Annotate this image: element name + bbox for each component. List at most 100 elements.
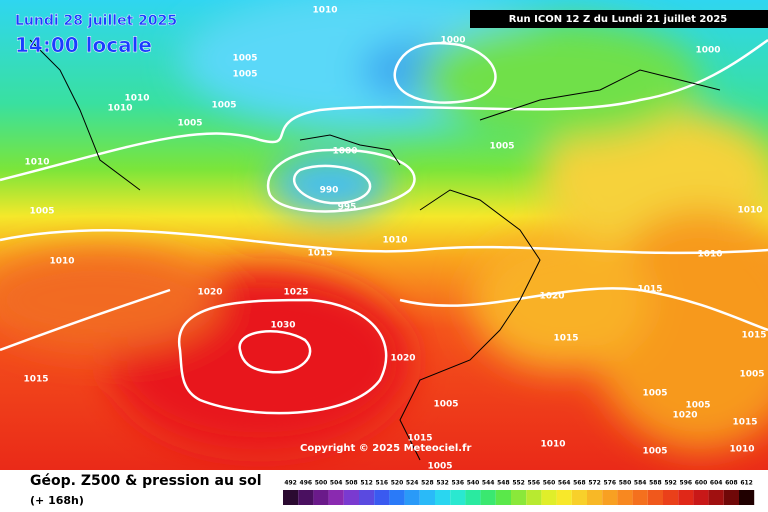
legend-swatch bbox=[495, 490, 511, 505]
legend-label: 560 bbox=[543, 480, 556, 487]
legend-label: 588 bbox=[649, 480, 662, 487]
isobar-label: 1015 bbox=[637, 285, 662, 295]
isobar-label: 1010 bbox=[107, 104, 132, 114]
isobar-label: 1020 bbox=[197, 288, 222, 298]
isobar-label: 1005 bbox=[232, 70, 257, 80]
isobar-label: 1010 bbox=[124, 94, 149, 104]
legend-label: 612 bbox=[740, 480, 753, 487]
copyright: Copyright © 2025 Meteociel.fr bbox=[300, 443, 471, 454]
legend-label: 604 bbox=[710, 480, 723, 487]
isobar-label: 1005 bbox=[177, 119, 202, 129]
legend-swatch bbox=[693, 490, 709, 505]
legend-swatch bbox=[404, 490, 420, 505]
isobar-label: 1005 bbox=[433, 400, 458, 410]
legend-label: 496 bbox=[300, 480, 313, 487]
isobar-label: 1010 bbox=[540, 440, 565, 450]
legend-label: 524 bbox=[406, 480, 419, 487]
legend-label: 500 bbox=[315, 480, 328, 487]
isobar-label: 1010 bbox=[737, 206, 762, 216]
isobar-label: 1005 bbox=[642, 389, 667, 399]
legend-label: 596 bbox=[680, 480, 693, 487]
legend-swatch bbox=[435, 490, 451, 505]
isobar-label: 1015 bbox=[407, 434, 432, 444]
run-label: Run ICON 12 Z du Lundi 21 juillet 2025 bbox=[509, 14, 728, 25]
isobar-label: 1005 bbox=[685, 401, 710, 411]
legend-swatch bbox=[419, 490, 435, 505]
legend-swatch bbox=[587, 490, 603, 505]
legend-label: 528 bbox=[421, 480, 434, 487]
legend-swatch bbox=[556, 490, 572, 505]
legend-label: 532 bbox=[436, 480, 449, 487]
legend-swatch bbox=[343, 490, 359, 505]
legend-label: 512 bbox=[360, 480, 373, 487]
isobar-label: 1010 bbox=[697, 250, 722, 260]
isobar-label: 1000 bbox=[695, 46, 720, 56]
isobar-label: 1015 bbox=[23, 375, 48, 385]
isobar-label: 1025 bbox=[283, 288, 308, 298]
isobar-label: 1015 bbox=[553, 334, 578, 344]
caption: Géop. Z500 & pression au sol bbox=[30, 473, 262, 489]
legend-label: 572 bbox=[588, 480, 601, 487]
isobar-label: 1030 bbox=[270, 321, 295, 331]
isobar-label: 1020 bbox=[539, 292, 564, 302]
isobar-label: 1005 bbox=[29, 207, 54, 217]
legend-label: 504 bbox=[330, 480, 343, 487]
legend-swatch bbox=[480, 490, 496, 505]
legend-swatch bbox=[374, 490, 390, 505]
legend-label: 592 bbox=[664, 480, 677, 487]
legend-swatch bbox=[465, 490, 481, 505]
isobar-label: 1005 bbox=[427, 462, 452, 472]
isobar-label: 1005 bbox=[739, 370, 764, 380]
legend-swatch bbox=[571, 490, 587, 505]
legend-swatch bbox=[708, 490, 724, 505]
isobar-label: 1015 bbox=[741, 331, 766, 341]
legend-swatch bbox=[602, 490, 618, 505]
legend-label: 556 bbox=[528, 480, 541, 487]
isobar-label: 1015 bbox=[732, 418, 757, 428]
isobar-label: 1020 bbox=[390, 354, 415, 364]
isobars bbox=[0, 38, 768, 415]
legend-swatch bbox=[450, 490, 466, 505]
legend-label: 580 bbox=[619, 480, 632, 487]
isobar-label: 1010 bbox=[49, 257, 74, 267]
legend-swatch bbox=[359, 490, 375, 505]
legend-swatch bbox=[328, 490, 344, 505]
legend-label: 536 bbox=[452, 480, 465, 487]
legend-label: 584 bbox=[634, 480, 647, 487]
legend-label: 552 bbox=[512, 480, 525, 487]
isobar-label: 1000 bbox=[440, 36, 465, 46]
legend-label: 492 bbox=[284, 480, 297, 487]
lead-time: (+ 168h) bbox=[30, 494, 84, 507]
legend-swatch bbox=[313, 490, 329, 505]
legend-swatch bbox=[283, 490, 299, 505]
isobar-label: 1015 bbox=[307, 249, 332, 259]
legend-label: 568 bbox=[573, 480, 586, 487]
legend-swatch bbox=[526, 490, 542, 505]
legend-label: 540 bbox=[467, 480, 480, 487]
isobar-label: 1005 bbox=[211, 101, 236, 111]
legend-label: 508 bbox=[345, 480, 358, 487]
isobar-label: 1005 bbox=[489, 142, 514, 152]
legend-swatch bbox=[511, 490, 527, 505]
legend-label: 548 bbox=[497, 480, 510, 487]
legend-swatch bbox=[723, 490, 739, 505]
date-label: Lundi 28 juillet 2025 bbox=[15, 13, 177, 29]
legend-label: 564 bbox=[558, 480, 571, 487]
legend-swatch bbox=[739, 490, 755, 505]
legend-swatch bbox=[663, 490, 679, 505]
legend-swatch bbox=[647, 490, 663, 505]
legend-swatch bbox=[389, 490, 405, 505]
legend-label: 600 bbox=[695, 480, 708, 487]
legend-swatch bbox=[617, 490, 633, 505]
isobar-label: 1010 bbox=[24, 158, 49, 168]
legend-swatch bbox=[678, 490, 694, 505]
isobar-label: 1010 bbox=[729, 445, 754, 455]
isobar-label: 1010 bbox=[312, 6, 337, 16]
time-label: 14:00 locale bbox=[15, 33, 152, 57]
isobar-label: 1005 bbox=[642, 447, 667, 457]
isobar-label: 1000 bbox=[332, 147, 357, 157]
isobar-label: 990 bbox=[320, 186, 339, 196]
legend-label: 516 bbox=[376, 480, 389, 487]
legend-label: 544 bbox=[482, 480, 495, 487]
